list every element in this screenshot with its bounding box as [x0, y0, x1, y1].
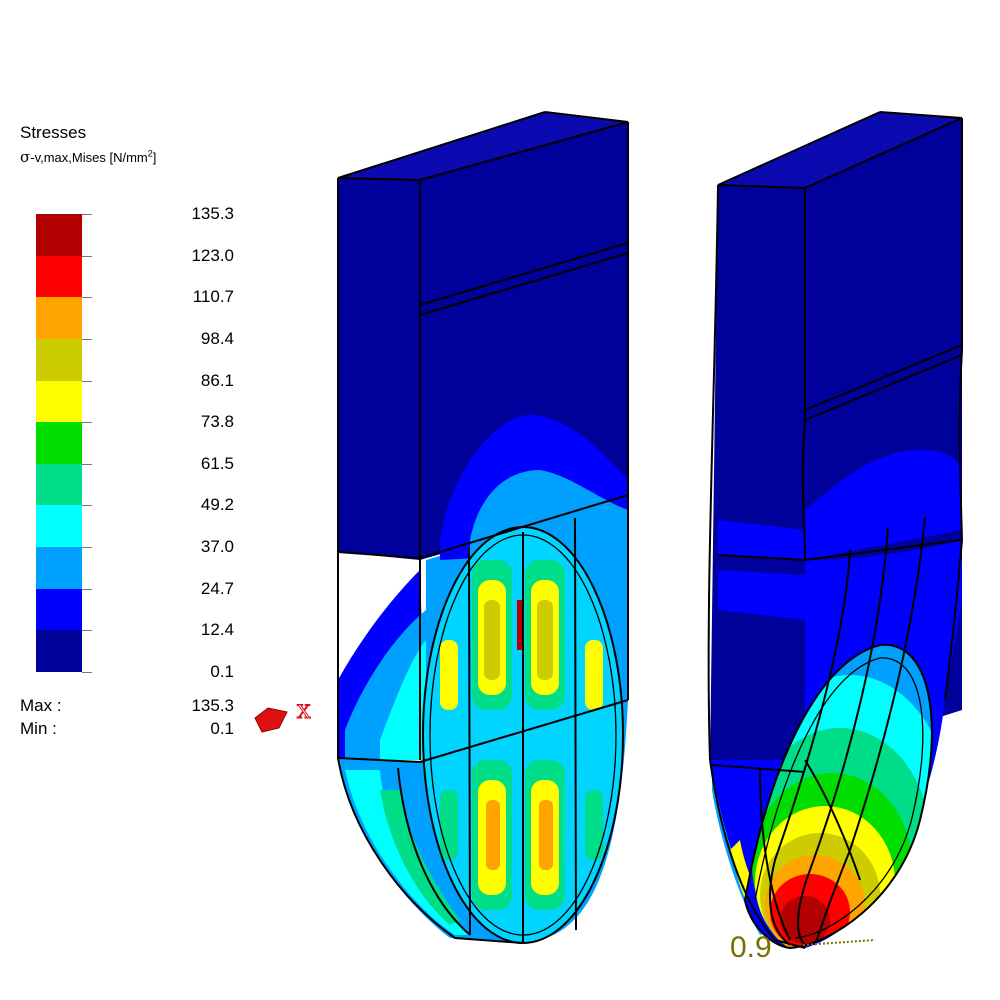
legend-level-value: 123.0: [191, 245, 234, 265]
legend-swatch: [36, 297, 82, 340]
legend-swatch: [36, 255, 82, 298]
legend-unit: [N/mm2]: [109, 148, 157, 165]
legend-level-value: 49.2: [200, 495, 234, 515]
legend-tick: [82, 630, 92, 632]
right-model: 0.9: [707, 111, 964, 964]
legend-swatch: [36, 380, 82, 423]
legend-tick: [82, 547, 92, 549]
max-value: 135.3: [191, 696, 234, 715]
legend-level-value: 0.1: [210, 662, 234, 681]
legend-tick: [82, 297, 92, 299]
legend-tick: [82, 422, 92, 424]
legend-title: Stresses: [20, 123, 87, 142]
legend-tick: [82, 588, 92, 590]
legend-tick: [82, 255, 92, 257]
max-label: Max :: [20, 696, 62, 715]
axis-indicator: X: [254, 701, 312, 733]
axis-arrow-icon: [254, 707, 288, 733]
legend-swatch: [36, 547, 82, 590]
legend-swatch: [36, 463, 82, 506]
legend-swatch: [36, 338, 82, 382]
legend-level-value: 12.4: [200, 620, 234, 640]
legend-subtitle-text: -v,max,Mises: [30, 150, 106, 165]
legend-swatch: [36, 630, 82, 673]
legend-level-value: 24.7: [200, 578, 234, 598]
legend-tick: [82, 214, 92, 215]
legend-subtitle: σ-v,max,Mises [N/mm2]: [20, 148, 156, 166]
legend-level-value: 110.7: [192, 287, 234, 307]
legend-level-value: 61.5: [200, 453, 234, 473]
legend-tick: [82, 505, 92, 507]
legend-tick: [82, 380, 92, 382]
sigma-symbol: σ: [20, 148, 31, 166]
legend-level-value: 86.1: [200, 370, 234, 390]
legend-level-value: 37.0: [200, 537, 234, 557]
legend-level-value: 98.4: [200, 328, 234, 348]
annotation-leader-line: [802, 939, 876, 946]
legend-swatch: [36, 588, 82, 631]
min-label: Min :: [20, 719, 57, 738]
legend-tick: [82, 338, 92, 340]
legend-tick: [82, 672, 92, 673]
legend-color-bar: [36, 214, 82, 673]
legend-swatch: [36, 505, 82, 548]
min-value: 0.1: [210, 719, 234, 738]
axis-x-label: X: [297, 701, 311, 723]
legend-tick: [82, 463, 92, 465]
legend-swatch: [36, 422, 82, 465]
legend-level-value: 73.8: [200, 412, 234, 432]
legend-swatch: [36, 214, 82, 257]
legend-level-value: 135.3: [191, 204, 234, 223]
annotation-value: 0.9: [730, 931, 772, 964]
left-model: [337, 111, 629, 944]
